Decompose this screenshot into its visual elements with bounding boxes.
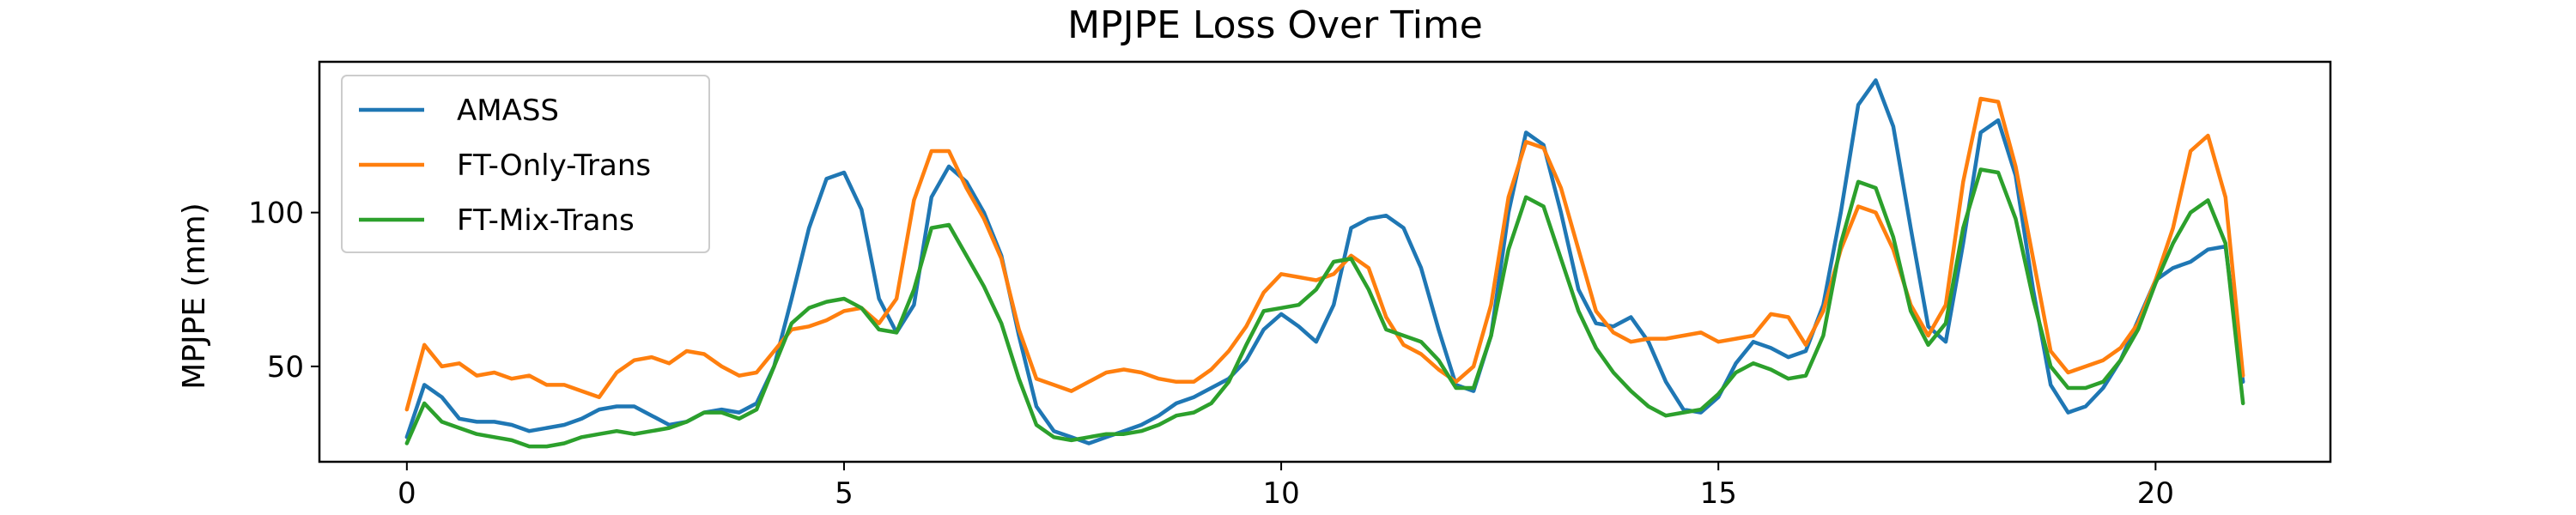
series-layer [404,78,2245,449]
plot-frame [318,60,2332,464]
legend-box [341,75,710,253]
x-tick-label: 0 [398,476,416,511]
y-axis-label: MPJPE (mm) [177,203,212,390]
x-tick-label: 20 [2137,476,2174,511]
axis-layer: 0 5 10 15 20 50 100 [248,197,2174,511]
legend-label: FT-Mix-Trans [457,203,635,238]
x-tick-label: 15 [1700,476,1737,511]
x-tick-label: 10 [1262,476,1299,511]
legend-label: AMASS [457,94,559,128]
legend: AMASS FT-Only-Trans FT-Mix-Trans [341,75,710,253]
x-tick-label: 5 [835,476,854,511]
chart-title: MPJPE Loss Over Time [1067,3,1483,47]
y-tick-label: 100 [248,197,304,231]
legend-label: FT-Only-Trans [457,148,651,183]
series-line-ft-mix-trans [404,167,2245,449]
y-tick-label: 50 [267,350,304,385]
